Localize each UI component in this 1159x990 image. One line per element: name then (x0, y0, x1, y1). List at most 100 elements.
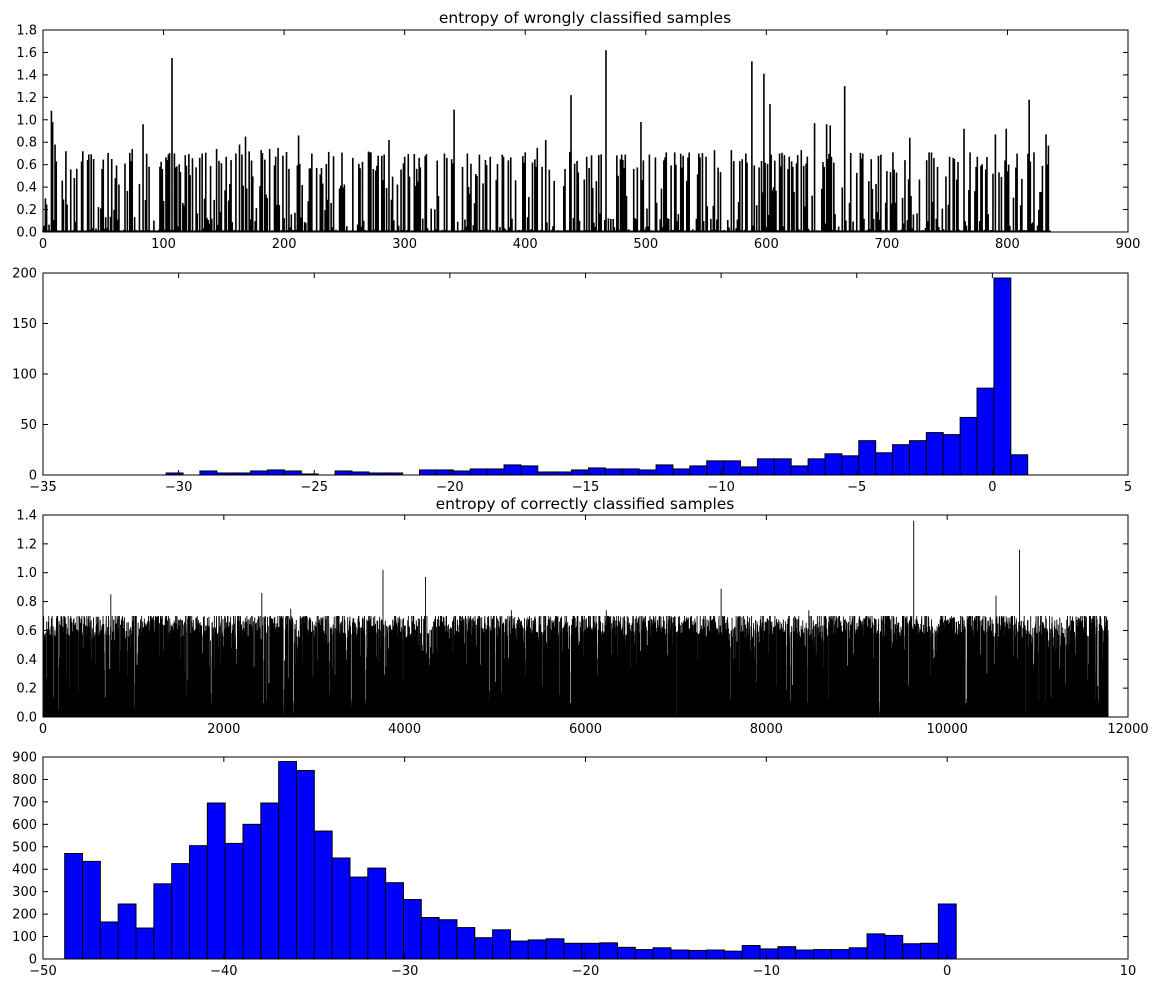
histogram-bar (99, 921, 119, 960)
histogram-bar (688, 949, 708, 960)
x-tick-label: 0 (943, 964, 951, 979)
histogram-bar (672, 468, 691, 476)
y-tick-label: 1.0 (16, 113, 37, 128)
histogram-bar (634, 949, 654, 960)
histogram-bar (171, 863, 191, 960)
histogram-bar (206, 802, 226, 960)
x-tick-label: 400 (513, 237, 538, 252)
histogram-bar (486, 468, 505, 476)
histogram-bar (759, 948, 779, 960)
histogram-bar (563, 942, 583, 960)
histogram-bar (858, 440, 877, 476)
correct-histogram-panel: −50 −40 −30 −20 −10 0 100100200300400500600700… (12, 751, 1136, 980)
histogram-bar (741, 945, 761, 960)
plot-frame (42, 272, 1129, 476)
histogram-bar (638, 469, 657, 476)
histogram-bar (117, 903, 137, 960)
histogram-bar (884, 934, 904, 960)
y-tick-label: 400 (12, 863, 37, 878)
histogram-bar (756, 458, 775, 476)
x-tick-label: 10 (1120, 964, 1137, 979)
histogram-bar (520, 465, 539, 476)
y-tick-label: 0.8 (16, 595, 37, 610)
y-tick-label: 0.4 (16, 653, 37, 668)
correct-entropy-title: entropy of correctly classified samples (436, 495, 735, 513)
y-tick-label: 0.0 (16, 711, 37, 726)
x-tick-label: −30 (165, 480, 192, 495)
x-tick-label: 700 (874, 237, 899, 252)
histogram-bar (689, 465, 708, 476)
histogram-bar (807, 458, 826, 476)
histogram-bar (224, 842, 244, 960)
y-tick-label: 200 (12, 267, 37, 282)
histogram-bar (267, 469, 285, 476)
histogram-bar (469, 468, 488, 476)
histogram-bar (587, 467, 606, 476)
x-tick-label: 900 (1116, 237, 1141, 252)
histogram-bar (942, 434, 961, 476)
histogram-bar (875, 452, 894, 476)
histogram-bar (545, 938, 565, 960)
x-tick-label: 500 (633, 237, 658, 252)
histogram-bar (866, 933, 886, 960)
histogram-bar (908, 440, 927, 476)
histogram-bar (740, 466, 758, 476)
y-tick-label: 0.2 (16, 682, 37, 697)
x-tick-label: 0 (39, 237, 47, 252)
y-tick-label: 150 (12, 317, 37, 332)
histogram-bar (153, 883, 173, 960)
y-tick-label: 0.0 (16, 226, 37, 241)
y-tick-label: 0.2 (16, 203, 37, 218)
histogram-bar (824, 453, 843, 476)
x-tick-label: −30 (391, 964, 418, 979)
histogram-bar (503, 464, 522, 476)
histogram-bar (189, 845, 208, 960)
y-tick-label: 800 (12, 773, 37, 788)
histogram-bar (616, 946, 636, 960)
histogram-bar (655, 464, 674, 476)
histogram-bar (438, 919, 458, 960)
histogram-bar (492, 929, 511, 960)
histogram-bar (349, 876, 369, 960)
histogram-bar (295, 769, 315, 960)
y-tick-label: 1.2 (16, 91, 37, 106)
y-tick-label: 1.6 (16, 46, 37, 61)
x-tick-label: 200 (272, 237, 297, 252)
y-tick-label: 600 (12, 818, 37, 833)
histogram-bar (925, 432, 944, 476)
histogram-bar (841, 455, 860, 476)
histogram-bar (581, 942, 601, 960)
histogram-bar (452, 470, 471, 476)
y-tick-label: 1.4 (16, 68, 37, 83)
histogram-bar (367, 867, 387, 960)
y-tick-label: 1.8 (16, 24, 37, 39)
histogram-bar (435, 469, 454, 476)
histogram-bar (64, 853, 84, 960)
x-tick-label: −25 (301, 480, 328, 495)
x-tick-label: 12000 (1107, 722, 1148, 737)
y-tick-label: 50 (20, 418, 37, 433)
histogram-bar (790, 465, 809, 476)
x-tick-label: 4000 (388, 722, 421, 737)
histogram-bar (902, 943, 922, 960)
y-tick-label: 0.6 (16, 158, 37, 173)
y-tick-label: 900 (12, 751, 37, 766)
y-tick-label: 0 (29, 469, 37, 484)
x-tick-label: 2000 (207, 722, 240, 737)
wrong-entropy-title: entropy of wrongly classified samples (439, 9, 731, 27)
x-tick-label: −50 (29, 964, 56, 979)
histogram-bar (283, 470, 302, 476)
histogram-bar (313, 830, 333, 960)
histogram-bar (670, 949, 690, 960)
histogram-bar (599, 942, 618, 960)
y-tick-label: 0.4 (16, 181, 37, 196)
x-tick-label: −20 (572, 964, 599, 979)
x-tick-label: −10 (707, 480, 734, 495)
x-tick-label: −20 (436, 480, 463, 495)
y-tick-label: 100 (12, 368, 37, 383)
histogram-bar (1010, 454, 1029, 476)
histogram-bar (135, 927, 155, 960)
histogram-bar (976, 387, 995, 476)
histogram-bar (527, 939, 547, 960)
